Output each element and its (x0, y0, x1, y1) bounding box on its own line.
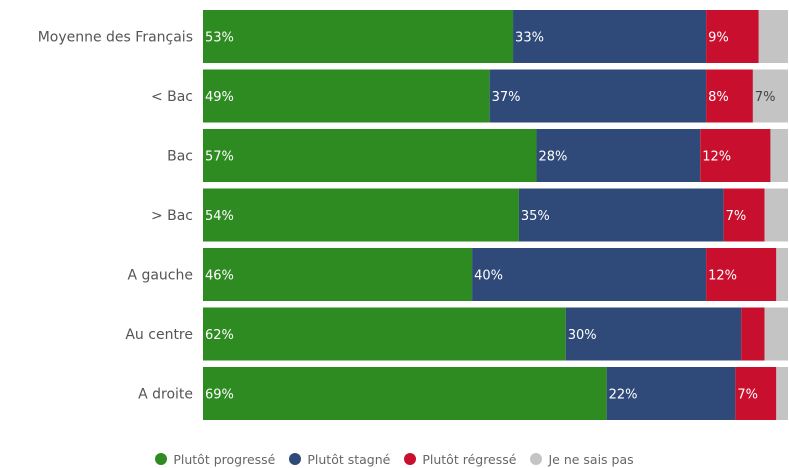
bar-segment (513, 10, 707, 63)
category-label: Moyenne des Français (38, 30, 193, 46)
category-label: Bac (167, 149, 193, 165)
legend-swatch (155, 453, 168, 465)
bar-segment (706, 69, 753, 123)
data-label: 49% (205, 90, 234, 105)
legend-swatch (289, 453, 302, 465)
legend-swatch (530, 453, 543, 465)
data-label: 37% (492, 90, 521, 105)
bar-segment (565, 307, 742, 361)
category-label: A droite (138, 387, 193, 403)
legend-item-regresse: Plutôt régressé (404, 452, 516, 467)
data-label: 33% (515, 31, 544, 46)
legend-swatch (404, 453, 417, 465)
bar-segment (203, 69, 490, 123)
bar-segment (536, 129, 701, 182)
bar-segment (706, 10, 759, 63)
bar-segment (203, 188, 519, 242)
bar-segment (764, 188, 788, 242)
data-label: 57% (205, 150, 234, 165)
data-label: 22% (609, 388, 638, 403)
bar-segment (203, 248, 473, 301)
bar-segment (764, 307, 788, 361)
legend-label: Je ne sais pas (548, 451, 634, 467)
stacked-bar-chart: Moyenne des Français 53% 33% 9% < Bac 49% 37% 8… (38, 10, 788, 420)
data-label: 9% (708, 31, 729, 46)
legend-label: Plutôt régressé (422, 451, 517, 467)
bar-segment (489, 69, 707, 123)
data-label: 54% (205, 209, 234, 224)
bar-segment (723, 188, 765, 242)
data-label: 12% (708, 269, 737, 284)
bar-segment (700, 129, 771, 182)
category-label: Au centre (125, 327, 193, 343)
legend-label: Plutôt progressé (173, 451, 276, 467)
data-label: 7% (726, 209, 747, 224)
bar-segment (735, 367, 777, 420)
data-label: 30% (568, 328, 597, 343)
bar-segment (776, 248, 788, 301)
bar-segment (518, 188, 724, 242)
legend-label: Plutôt stagné (307, 451, 391, 467)
bar-segment (741, 307, 765, 361)
legend: Plutôt progressé Plutôt stagné Plutôt ré… (0, 450, 789, 468)
bar-segment (752, 69, 788, 123)
bar-segment (776, 367, 788, 420)
legend-item-ne-sais-pas: Je ne sais pas (530, 451, 634, 467)
category-label: < Bac (151, 89, 193, 105)
data-label: 40% (474, 269, 503, 284)
bar-segment (203, 10, 514, 63)
data-label: 62% (205, 328, 234, 343)
data-label: 46% (205, 269, 234, 284)
bar-segment (472, 248, 707, 301)
bar-segment (706, 248, 777, 301)
data-label: 35% (521, 209, 550, 224)
legend-item-stagne: Plutôt stagné (289, 452, 390, 467)
bar-segment (203, 129, 537, 182)
bar-segment (758, 10, 788, 63)
data-label: 7% (755, 90, 776, 105)
legend-item-progresse: Plutôt progressé (155, 452, 275, 467)
data-label: 53% (205, 31, 234, 46)
data-label: 12% (702, 150, 731, 165)
category-label: A gauche (127, 268, 193, 284)
data-label: 28% (538, 150, 567, 165)
data-label: 7% (737, 388, 758, 403)
bar-segment (203, 367, 607, 420)
data-label: 8% (708, 90, 729, 105)
bar-segment (203, 307, 566, 361)
data-label: 69% (205, 388, 234, 403)
category-label: > Bac (151, 208, 193, 224)
bar-segment (606, 367, 736, 420)
bar-segment (770, 129, 788, 182)
